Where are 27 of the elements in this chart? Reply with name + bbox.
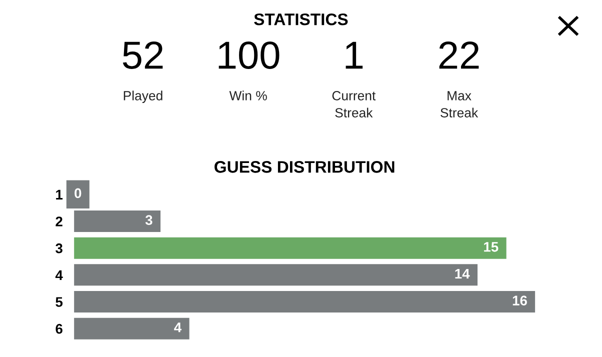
data-label: 4 [174, 322, 182, 332]
y-tick-label: 5 [56, 297, 63, 307]
y-tick-label: 2 [56, 216, 62, 226]
y-tick-label: 4 [55, 270, 63, 280]
data-label: 15 [484, 242, 498, 252]
chart-title: GUESS DISTRIBUTION [214, 161, 394, 173]
bar [74, 210, 161, 232]
text: 1 [346, 42, 363, 69]
text: 52 [122, 41, 163, 69]
data-label: 16 [512, 296, 527, 306]
data-label: 3 [145, 215, 152, 225]
bar [74, 264, 478, 286]
text: 100 [218, 41, 280, 69]
bar [74, 318, 190, 340]
bar [74, 237, 506, 259]
category-label: Max Streak [440, 91, 478, 118]
data-label: 14 [455, 268, 470, 279]
y-tick-label: 1 [56, 190, 63, 200]
y-tick-label: 3 [56, 243, 62, 254]
text: STATISTICS [254, 13, 348, 26]
category-label: Win % [229, 90, 267, 100]
data-label: 0 [74, 188, 82, 198]
y-tick-label: 6 [56, 324, 62, 334]
bar [74, 291, 536, 312]
category-label: Played [124, 90, 162, 103]
text: 22 [439, 41, 479, 69]
category-label: Current Streak [332, 91, 376, 118]
